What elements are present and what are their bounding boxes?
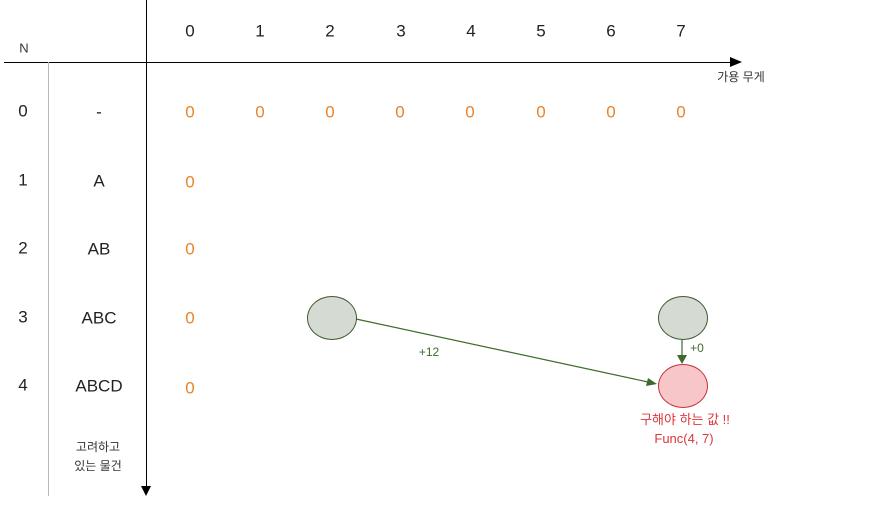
row-items: ABC	[81, 308, 117, 328]
weight-axis-arrowhead	[730, 57, 742, 67]
cell-value: 0	[676, 102, 686, 122]
item-axis-line	[146, 0, 147, 488]
column-header: 4	[466, 21, 476, 41]
row-number: 1	[18, 170, 28, 190]
row-number: 3	[18, 307, 28, 327]
separator-line	[48, 62, 49, 496]
column-header: 0	[185, 21, 195, 41]
items-caption-line-1: 고려하고	[75, 440, 121, 454]
source-node-3-2	[307, 296, 357, 340]
cell-value: 0	[185, 378, 195, 398]
cell-value: 0	[465, 102, 475, 122]
cell-value: 0	[185, 239, 195, 259]
cell-value: 0	[395, 102, 405, 122]
n-label: N	[19, 40, 29, 56]
cell-value: 0	[185, 172, 195, 192]
row-number: 4	[18, 375, 28, 395]
item-axis-arrowhead	[141, 486, 151, 496]
vertical-arrow-label: +0	[690, 341, 704, 355]
row-number: 0	[18, 101, 28, 121]
row-number: 2	[18, 238, 28, 258]
weight-axis-label: 가용 무게	[717, 70, 765, 84]
source-node-3-7	[658, 296, 708, 340]
column-header: 6	[606, 21, 616, 41]
cell-value: 0	[185, 102, 195, 122]
target-caption-line-1: 구해야 하는 값 !!	[640, 411, 730, 427]
cell-value: 0	[606, 102, 616, 122]
column-header: 3	[396, 21, 406, 41]
row-items: A	[93, 171, 105, 191]
cell-value: 0	[255, 102, 265, 122]
diagonal-arrow	[355, 318, 649, 383]
diagonal-arrowhead	[646, 378, 657, 386]
column-header: 2	[325, 21, 335, 41]
cell-value: 0	[536, 102, 546, 122]
cell-value: 0	[325, 102, 335, 122]
row-items: -	[96, 102, 102, 122]
target-caption-line-2: Func(4, 7)	[654, 430, 714, 446]
target-node-4-7	[658, 364, 708, 408]
items-caption-line-2: 있는 물건	[74, 459, 122, 473]
row-items: ABCD	[75, 376, 123, 396]
column-header: 1	[255, 21, 265, 41]
vertical-arrowhead	[677, 355, 687, 364]
column-header: 7	[676, 21, 686, 41]
cell-value: 0	[185, 308, 195, 328]
weight-axis-line	[4, 62, 734, 63]
column-header: 5	[536, 21, 546, 41]
row-items: AB	[87, 239, 111, 259]
diagonal-arrow-label: +12	[418, 345, 440, 359]
